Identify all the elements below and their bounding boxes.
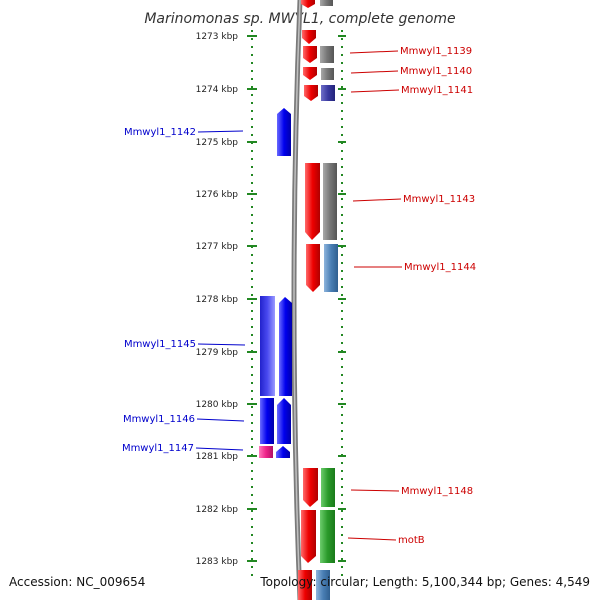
scale-tick: 1273 kbp bbox=[196, 32, 257, 42]
gene-label-text[interactable]: motB bbox=[398, 535, 425, 546]
gene-label[interactable]: Mmwyl1_1148 bbox=[350, 486, 473, 497]
gene-arrow[interactable] bbox=[277, 398, 291, 444]
right-gene-labels: Mmwyl1_1139 Mmwyl1_1140 Mmwyl1_1141 Mmwy… bbox=[347, 46, 476, 546]
tick-label: 1283 kbp bbox=[196, 557, 239, 567]
gene-label[interactable]: Mmwyl1_1144 bbox=[354, 262, 476, 273]
gene-arrow[interactable] bbox=[303, 67, 317, 80]
gene-label[interactable]: motB bbox=[347, 535, 425, 546]
tick-label: 1280 kbp bbox=[196, 400, 239, 410]
left-gene-labels: Mmwyl1_1142 Mmwyl1_1145 Mmwyl1_1146 Mmwy… bbox=[122, 127, 246, 454]
gene-label-text[interactable]: Mmwyl1_1143 bbox=[403, 194, 475, 205]
gene-arrow[interactable] bbox=[303, 46, 317, 63]
forward-strand-genes bbox=[298, 0, 320, 600]
reverse-strand-genes bbox=[276, 108, 292, 458]
gene-label-text[interactable]: Mmwyl1_1147 bbox=[122, 443, 194, 454]
gene-label[interactable]: Mmwyl1_1140 bbox=[350, 66, 472, 77]
tick-label: 1276 kbp bbox=[196, 190, 239, 200]
cog-block[interactable] bbox=[260, 398, 274, 444]
scale-tick: 1278 kbp bbox=[196, 295, 257, 305]
scale-tick: 1282 kbp bbox=[196, 505, 257, 515]
gene-arrow[interactable] bbox=[303, 468, 318, 507]
gene-label[interactable]: Mmwyl1_1145 bbox=[124, 339, 246, 350]
scale-tick: 1283 kbp bbox=[196, 557, 257, 567]
genome-summary-text: Topology: circular; Length: 5,100,344 bp… bbox=[259, 575, 590, 589]
gene-label-text[interactable]: Mmwyl1_1141 bbox=[401, 85, 473, 96]
gene-block[interactable] bbox=[298, 570, 312, 600]
gene-label-text[interactable]: Mmwyl1_1144 bbox=[404, 262, 476, 273]
scale-tick: 1281 kbp bbox=[196, 452, 257, 462]
gene-label[interactable]: Mmwyl1_1143 bbox=[352, 194, 475, 205]
gene-arrow[interactable] bbox=[302, 30, 316, 44]
cog-block[interactable] bbox=[320, 0, 333, 6]
chromosome-backbone-highlight bbox=[293, 0, 301, 600]
tick-label: 1274 kbp bbox=[196, 85, 239, 95]
tick-label: 1281 kbp bbox=[196, 452, 239, 462]
tick-label: 1277 kbp bbox=[196, 242, 239, 252]
cog-block[interactable] bbox=[321, 468, 335, 507]
accession-text: Accession: NC_009654 bbox=[9, 575, 145, 589]
tick-label: 1278 kbp bbox=[196, 295, 239, 305]
cog-block[interactable] bbox=[260, 296, 275, 396]
gene-arrow[interactable] bbox=[279, 297, 292, 396]
gene-label-text[interactable]: Mmwyl1_1139 bbox=[400, 46, 472, 57]
gene-label[interactable]: Mmwyl1_1147 bbox=[122, 443, 244, 454]
scale-tick: 1279 kbp bbox=[196, 348, 257, 358]
cog-block[interactable] bbox=[320, 46, 334, 63]
cog-block[interactable] bbox=[316, 570, 330, 600]
cog-block[interactable] bbox=[324, 244, 338, 292]
gene-label-text[interactable]: Mmwyl1_1146 bbox=[123, 414, 195, 425]
tick-label: 1282 kbp bbox=[196, 505, 239, 515]
gene-arrow[interactable] bbox=[277, 108, 291, 156]
cog-rail-ticks bbox=[338, 35, 346, 562]
gene-label[interactable]: Mmwyl1_1141 bbox=[350, 85, 473, 96]
gene-arrow[interactable] bbox=[305, 163, 320, 240]
forward-cog-blocks bbox=[316, 0, 338, 600]
gene-label[interactable]: Mmwyl1_1142 bbox=[124, 127, 244, 138]
gene-arrow[interactable] bbox=[304, 85, 318, 101]
scale-tick: 1274 kbp bbox=[196, 85, 257, 95]
gene-arrow[interactable] bbox=[301, 510, 316, 563]
gene-arrow[interactable] bbox=[301, 0, 315, 8]
gene-label-text[interactable]: Mmwyl1_1148 bbox=[401, 486, 473, 497]
scale-tick: 1277 kbp bbox=[196, 242, 257, 252]
scale-tick: 1276 kbp bbox=[196, 190, 257, 200]
gene-label-text[interactable]: Mmwyl1_1140 bbox=[400, 66, 472, 77]
cog-block[interactable] bbox=[320, 510, 335, 563]
scale-tick: 1280 kbp bbox=[196, 400, 257, 410]
gene-label-text[interactable]: Mmwyl1_1145 bbox=[124, 339, 196, 350]
gene-label-text[interactable]: Mmwyl1_1142 bbox=[124, 127, 196, 138]
gene-label[interactable]: Mmwyl1_1146 bbox=[123, 414, 245, 425]
gene-label[interactable]: Mmwyl1_1139 bbox=[349, 46, 472, 57]
tick-label: 1273 kbp bbox=[196, 32, 239, 42]
cog-block[interactable] bbox=[323, 163, 337, 240]
cog-block[interactable] bbox=[321, 68, 334, 80]
reverse-cog-blocks bbox=[259, 296, 275, 458]
gene-arrow[interactable] bbox=[306, 244, 320, 292]
cog-block[interactable] bbox=[259, 446, 273, 458]
gene-arrow[interactable] bbox=[276, 446, 290, 458]
tick-label: 1279 kbp bbox=[196, 348, 239, 358]
scale-ticks: 1273 kbp 1274 kbp 1275 kbp 1276 kbp 1277… bbox=[196, 32, 257, 567]
cog-block[interactable] bbox=[321, 85, 335, 101]
tick-label: 1275 kbp bbox=[196, 138, 239, 148]
scale-tick: 1275 kbp bbox=[196, 138, 257, 148]
